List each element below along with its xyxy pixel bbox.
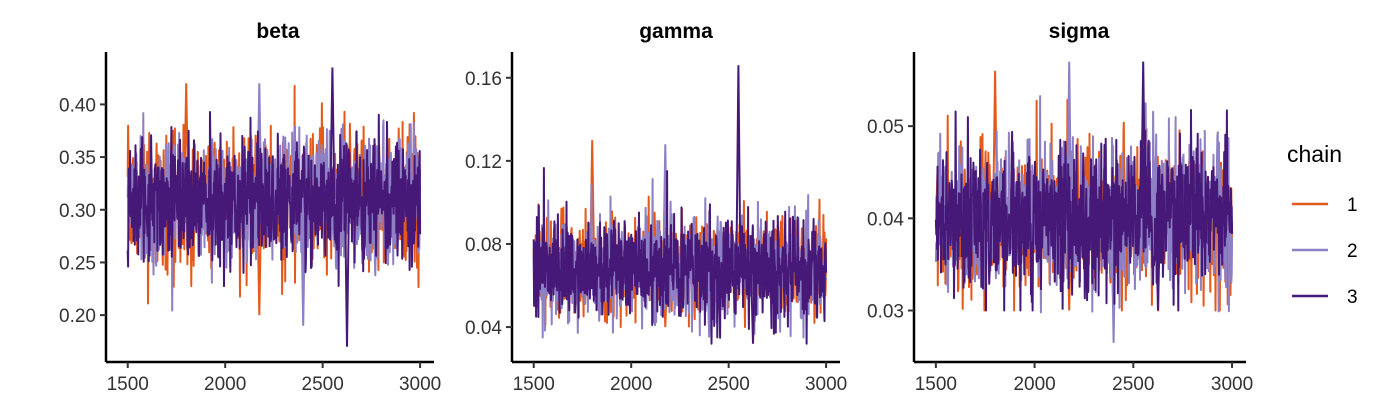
x-tick-label: 2000 [1013,374,1055,395]
y-tick-label: 0.30 [59,201,96,222]
panels: beta 0.20 0.25 0.30 0.35 0.40 1500 2000 2500 3000… [59,20,1253,395]
legend-entry-3: 3 [1292,287,1358,308]
legend-entry-2: 2 [1292,241,1358,262]
trace-spike-chain-3 [735,65,742,267]
panel-title: sigma [1049,20,1110,43]
y-tick-label: 0.04 [465,318,502,339]
x-tick-label: 3000 [399,374,441,395]
y-tick-label: 0.05 [867,117,904,138]
legend-label: 2 [1347,241,1358,262]
legend-entry-1: 1 [1292,195,1358,216]
traces [532,65,828,345]
x-tick-label: 1500 [513,374,555,395]
y-tick-label: 0.12 [465,152,502,173]
x-tick-label: 2500 [302,374,344,395]
x-tick-label: 2000 [610,374,652,395]
y-tick-label: 0.25 [59,253,96,274]
trace-chain-3 [126,111,422,288]
legend-label: 3 [1347,287,1358,308]
trace-spike-chain-3 [1155,218,1161,311]
traces [934,61,1234,343]
x-tick-label: 2000 [204,374,246,395]
panel-gamma: gamma 0.04 0.08 0.12 0.16 1500 2000 2500 3000 [465,20,847,395]
legend: chain 1 2 3 [1287,141,1358,308]
legend-entries: 1 2 3 [1292,195,1358,308]
x-tick-label: 2500 [708,374,750,395]
panel-beta: beta 0.20 0.25 0.30 0.35 0.40 1500 2000 2500 3000 [59,20,441,395]
panel-title: gamma [639,20,713,43]
x-tick-label: 1500 [915,374,957,395]
y-tick-label: 0.40 [59,95,96,116]
traces [126,67,422,347]
trace-spike-chain-3 [329,67,336,200]
x-tick-label: 2500 [1112,374,1154,395]
trace-chain-3 [532,167,828,345]
y-tick-label: 0.16 [465,69,502,90]
y-tick-label: 0.03 [867,302,904,323]
trace-spike-chain-3 [344,199,350,347]
trace-spike-chain-3 [1140,61,1147,219]
x-tick-label: 3000 [805,374,847,395]
legend-title: chain [1287,141,1342,167]
y-tick-label: 0.04 [867,209,904,230]
y-tick-label: 0.20 [59,306,96,327]
legend-label: 1 [1347,195,1358,216]
y-tick-label: 0.08 [465,235,502,256]
x-tick-label: 1500 [107,374,149,395]
x-tick-label: 3000 [1211,374,1253,395]
panel-title: beta [256,20,300,43]
trace-chain-3 [934,109,1234,312]
y-tick-label: 0.35 [59,148,96,169]
trace-spike-chain-3 [750,266,756,344]
panel-sigma: sigma 0.03 0.04 0.05 1500 2000 2500 3000 [867,20,1253,395]
